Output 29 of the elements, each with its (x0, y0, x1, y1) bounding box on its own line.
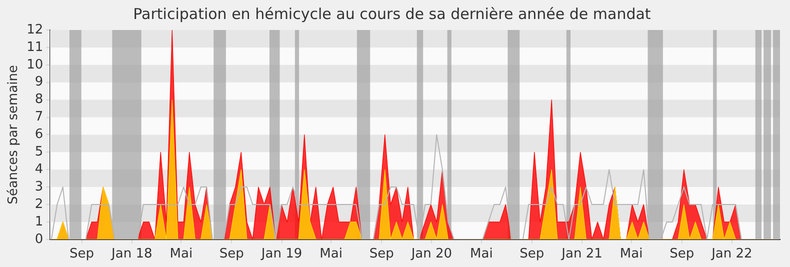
y-tick-label: 7 (34, 110, 44, 125)
y-tick-label: 6 (34, 127, 44, 142)
y-tick-label: 9 (34, 74, 44, 90)
y-tick-label: 8 (34, 92, 44, 108)
x-tick-label: Mai (320, 246, 342, 262)
y-tick-label: 4 (34, 162, 44, 177)
x-tick-label: Jan 18 (110, 246, 152, 262)
y-tick-label: 1 (34, 214, 44, 230)
y-tick-label: 11 (26, 40, 44, 55)
x-tick-label: Sep (70, 246, 94, 262)
y-tick-label: 10 (26, 57, 44, 72)
y-axis-title: Séances par semaine (6, 64, 22, 204)
x-tick-label: Jan 19 (260, 246, 302, 262)
y-tick-label: 3 (34, 179, 44, 194)
x-tick-label: Mai (470, 246, 493, 262)
x-tick-label: Sep (670, 246, 694, 262)
x-tick-label: Jan 22 (710, 246, 752, 262)
x-tick-label: Mai (170, 246, 193, 262)
x-tick-label: Mai (620, 246, 643, 262)
x-tick-label: Sep (369, 246, 394, 262)
x-tick-label: Jan 20 (410, 246, 452, 262)
x-tick-label: Sep (520, 246, 544, 262)
y-tick-label: 2 (34, 196, 44, 212)
y-tick-label: 0 (34, 232, 44, 247)
y-tick-label: 12 (26, 22, 44, 38)
x-tick-label: Jan 21 (560, 246, 602, 262)
y-tick-label: 5 (34, 144, 44, 160)
x-tick-label: Sep (219, 246, 244, 262)
chart-title: Participation en hémicycle au cours de sa dernière année de mandat (133, 4, 651, 23)
